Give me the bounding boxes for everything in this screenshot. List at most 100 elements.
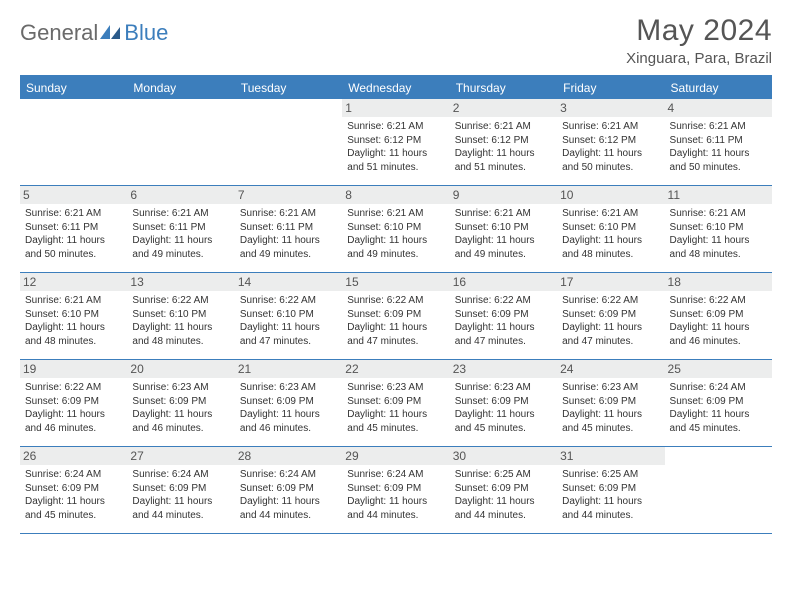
day-number: 26: [20, 447, 127, 465]
day-number: 4: [665, 99, 772, 117]
day-cell: 5Sunrise: 6:21 AMSunset: 6:11 PMDaylight…: [20, 186, 127, 272]
day-cell: 11Sunrise: 6:21 AMSunset: 6:10 PMDayligh…: [665, 186, 772, 272]
sunrise-text: Sunrise: 6:22 AM: [455, 294, 552, 308]
day-number: 28: [235, 447, 342, 465]
day-number: 3: [557, 99, 664, 117]
daylight-text: Daylight: 11 hours and 45 minutes.: [562, 408, 659, 435]
sunset-text: Sunset: 6:09 PM: [562, 308, 659, 322]
week-row: 12Sunrise: 6:21 AMSunset: 6:10 PMDayligh…: [20, 273, 772, 360]
day-number: 2: [450, 99, 557, 117]
sunrise-text: Sunrise: 6:23 AM: [240, 381, 337, 395]
day-number: 20: [127, 360, 234, 378]
week-row: 1Sunrise: 6:21 AMSunset: 6:12 PMDaylight…: [20, 99, 772, 186]
sunset-text: Sunset: 6:09 PM: [562, 395, 659, 409]
daylight-text: Daylight: 11 hours and 47 minutes.: [562, 321, 659, 348]
day-cell: 31Sunrise: 6:25 AMSunset: 6:09 PMDayligh…: [557, 447, 664, 533]
week-row: 26Sunrise: 6:24 AMSunset: 6:09 PMDayligh…: [20, 447, 772, 534]
daylight-text: Daylight: 11 hours and 49 minutes.: [347, 234, 444, 261]
day-cell: [665, 447, 772, 533]
day-number: 21: [235, 360, 342, 378]
day-cell: 2Sunrise: 6:21 AMSunset: 6:12 PMDaylight…: [450, 99, 557, 185]
day-cell: 6Sunrise: 6:21 AMSunset: 6:11 PMDaylight…: [127, 186, 234, 272]
day-number: 18: [665, 273, 772, 291]
header: General Blue May 2024 Xinguara, Para, Br…: [20, 14, 772, 67]
daylight-text: Daylight: 11 hours and 50 minutes.: [562, 147, 659, 174]
sunrise-text: Sunrise: 6:21 AM: [455, 207, 552, 221]
daylight-text: Daylight: 11 hours and 48 minutes.: [25, 321, 122, 348]
sunset-text: Sunset: 6:09 PM: [132, 395, 229, 409]
day-number: 31: [557, 447, 664, 465]
day-number: 17: [557, 273, 664, 291]
daylight-text: Daylight: 11 hours and 45 minutes.: [25, 495, 122, 522]
day-cell: 24Sunrise: 6:23 AMSunset: 6:09 PMDayligh…: [557, 360, 664, 446]
sunrise-text: Sunrise: 6:22 AM: [347, 294, 444, 308]
sunset-text: Sunset: 6:09 PM: [132, 482, 229, 496]
sunrise-text: Sunrise: 6:21 AM: [670, 120, 767, 134]
day-header: Wednesday: [342, 77, 449, 99]
day-cell: 12Sunrise: 6:21 AMSunset: 6:10 PMDayligh…: [20, 273, 127, 359]
sunrise-text: Sunrise: 6:22 AM: [562, 294, 659, 308]
day-cell: 20Sunrise: 6:23 AMSunset: 6:09 PMDayligh…: [127, 360, 234, 446]
daylight-text: Daylight: 11 hours and 49 minutes.: [132, 234, 229, 261]
day-header: Tuesday: [235, 77, 342, 99]
day-number: 24: [557, 360, 664, 378]
day-cell: 29Sunrise: 6:24 AMSunset: 6:09 PMDayligh…: [342, 447, 449, 533]
logo-sail-icon: [100, 25, 122, 41]
sunset-text: Sunset: 6:09 PM: [25, 395, 122, 409]
day-number: 15: [342, 273, 449, 291]
daylight-text: Daylight: 11 hours and 45 minutes.: [670, 408, 767, 435]
sunset-text: Sunset: 6:11 PM: [670, 134, 767, 148]
sunrise-text: Sunrise: 6:23 AM: [347, 381, 444, 395]
sunrise-text: Sunrise: 6:21 AM: [455, 120, 552, 134]
sunrise-text: Sunrise: 6:21 AM: [670, 207, 767, 221]
day-number: 27: [127, 447, 234, 465]
day-cell: 14Sunrise: 6:22 AMSunset: 6:10 PMDayligh…: [235, 273, 342, 359]
day-cell: 15Sunrise: 6:22 AMSunset: 6:09 PMDayligh…: [342, 273, 449, 359]
day-number: 1: [342, 99, 449, 117]
sunset-text: Sunset: 6:10 PM: [562, 221, 659, 235]
day-number: 30: [450, 447, 557, 465]
sunrise-text: Sunrise: 6:22 AM: [240, 294, 337, 308]
day-cell: 3Sunrise: 6:21 AMSunset: 6:12 PMDaylight…: [557, 99, 664, 185]
sunset-text: Sunset: 6:09 PM: [670, 308, 767, 322]
day-cell: 9Sunrise: 6:21 AMSunset: 6:10 PMDaylight…: [450, 186, 557, 272]
daylight-text: Daylight: 11 hours and 47 minutes.: [240, 321, 337, 348]
daylight-text: Daylight: 11 hours and 46 minutes.: [240, 408, 337, 435]
logo-text-general: General: [20, 20, 98, 46]
sunrise-text: Sunrise: 6:21 AM: [562, 120, 659, 134]
day-number: 23: [450, 360, 557, 378]
day-number: 12: [20, 273, 127, 291]
sunrise-text: Sunrise: 6:21 AM: [562, 207, 659, 221]
day-cell: [127, 99, 234, 185]
day-number: 6: [127, 186, 234, 204]
sunrise-text: Sunrise: 6:23 AM: [132, 381, 229, 395]
daylight-text: Daylight: 11 hours and 44 minutes.: [455, 495, 552, 522]
daylight-text: Daylight: 11 hours and 47 minutes.: [455, 321, 552, 348]
day-cell: [20, 99, 127, 185]
day-cell: 19Sunrise: 6:22 AMSunset: 6:09 PMDayligh…: [20, 360, 127, 446]
week-row: 19Sunrise: 6:22 AMSunset: 6:09 PMDayligh…: [20, 360, 772, 447]
day-cell: 27Sunrise: 6:24 AMSunset: 6:09 PMDayligh…: [127, 447, 234, 533]
daylight-text: Daylight: 11 hours and 50 minutes.: [670, 147, 767, 174]
sunset-text: Sunset: 6:09 PM: [670, 395, 767, 409]
sunrise-text: Sunrise: 6:21 AM: [240, 207, 337, 221]
daylight-text: Daylight: 11 hours and 51 minutes.: [347, 147, 444, 174]
daylight-text: Daylight: 11 hours and 46 minutes.: [25, 408, 122, 435]
day-cell: 26Sunrise: 6:24 AMSunset: 6:09 PMDayligh…: [20, 447, 127, 533]
month-title: May 2024: [626, 14, 772, 48]
calendar: SundayMondayTuesdayWednesdayThursdayFrid…: [20, 75, 772, 534]
sunset-text: Sunset: 6:10 PM: [25, 308, 122, 322]
sunset-text: Sunset: 6:09 PM: [240, 395, 337, 409]
day-cell: 4 Sunrise: 6:21 AMSunset: 6:11 PMDaylight…: [665, 99, 772, 185]
daylight-text: Daylight: 11 hours and 44 minutes.: [347, 495, 444, 522]
sunset-text: Sunset: 6:11 PM: [132, 221, 229, 235]
sunset-text: Sunset: 6:09 PM: [455, 308, 552, 322]
daylight-text: Daylight: 11 hours and 48 minutes.: [670, 234, 767, 261]
day-cell: 1Sunrise: 6:21 AMSunset: 6:12 PMDaylight…: [342, 99, 449, 185]
sunset-text: Sunset: 6:09 PM: [562, 482, 659, 496]
day-header: Monday: [127, 77, 234, 99]
sunset-text: Sunset: 6:11 PM: [25, 221, 122, 235]
day-cell: 7Sunrise: 6:21 AMSunset: 6:11 PMDaylight…: [235, 186, 342, 272]
logo: General Blue: [20, 14, 168, 46]
sunrise-text: Sunrise: 6:25 AM: [455, 468, 552, 482]
